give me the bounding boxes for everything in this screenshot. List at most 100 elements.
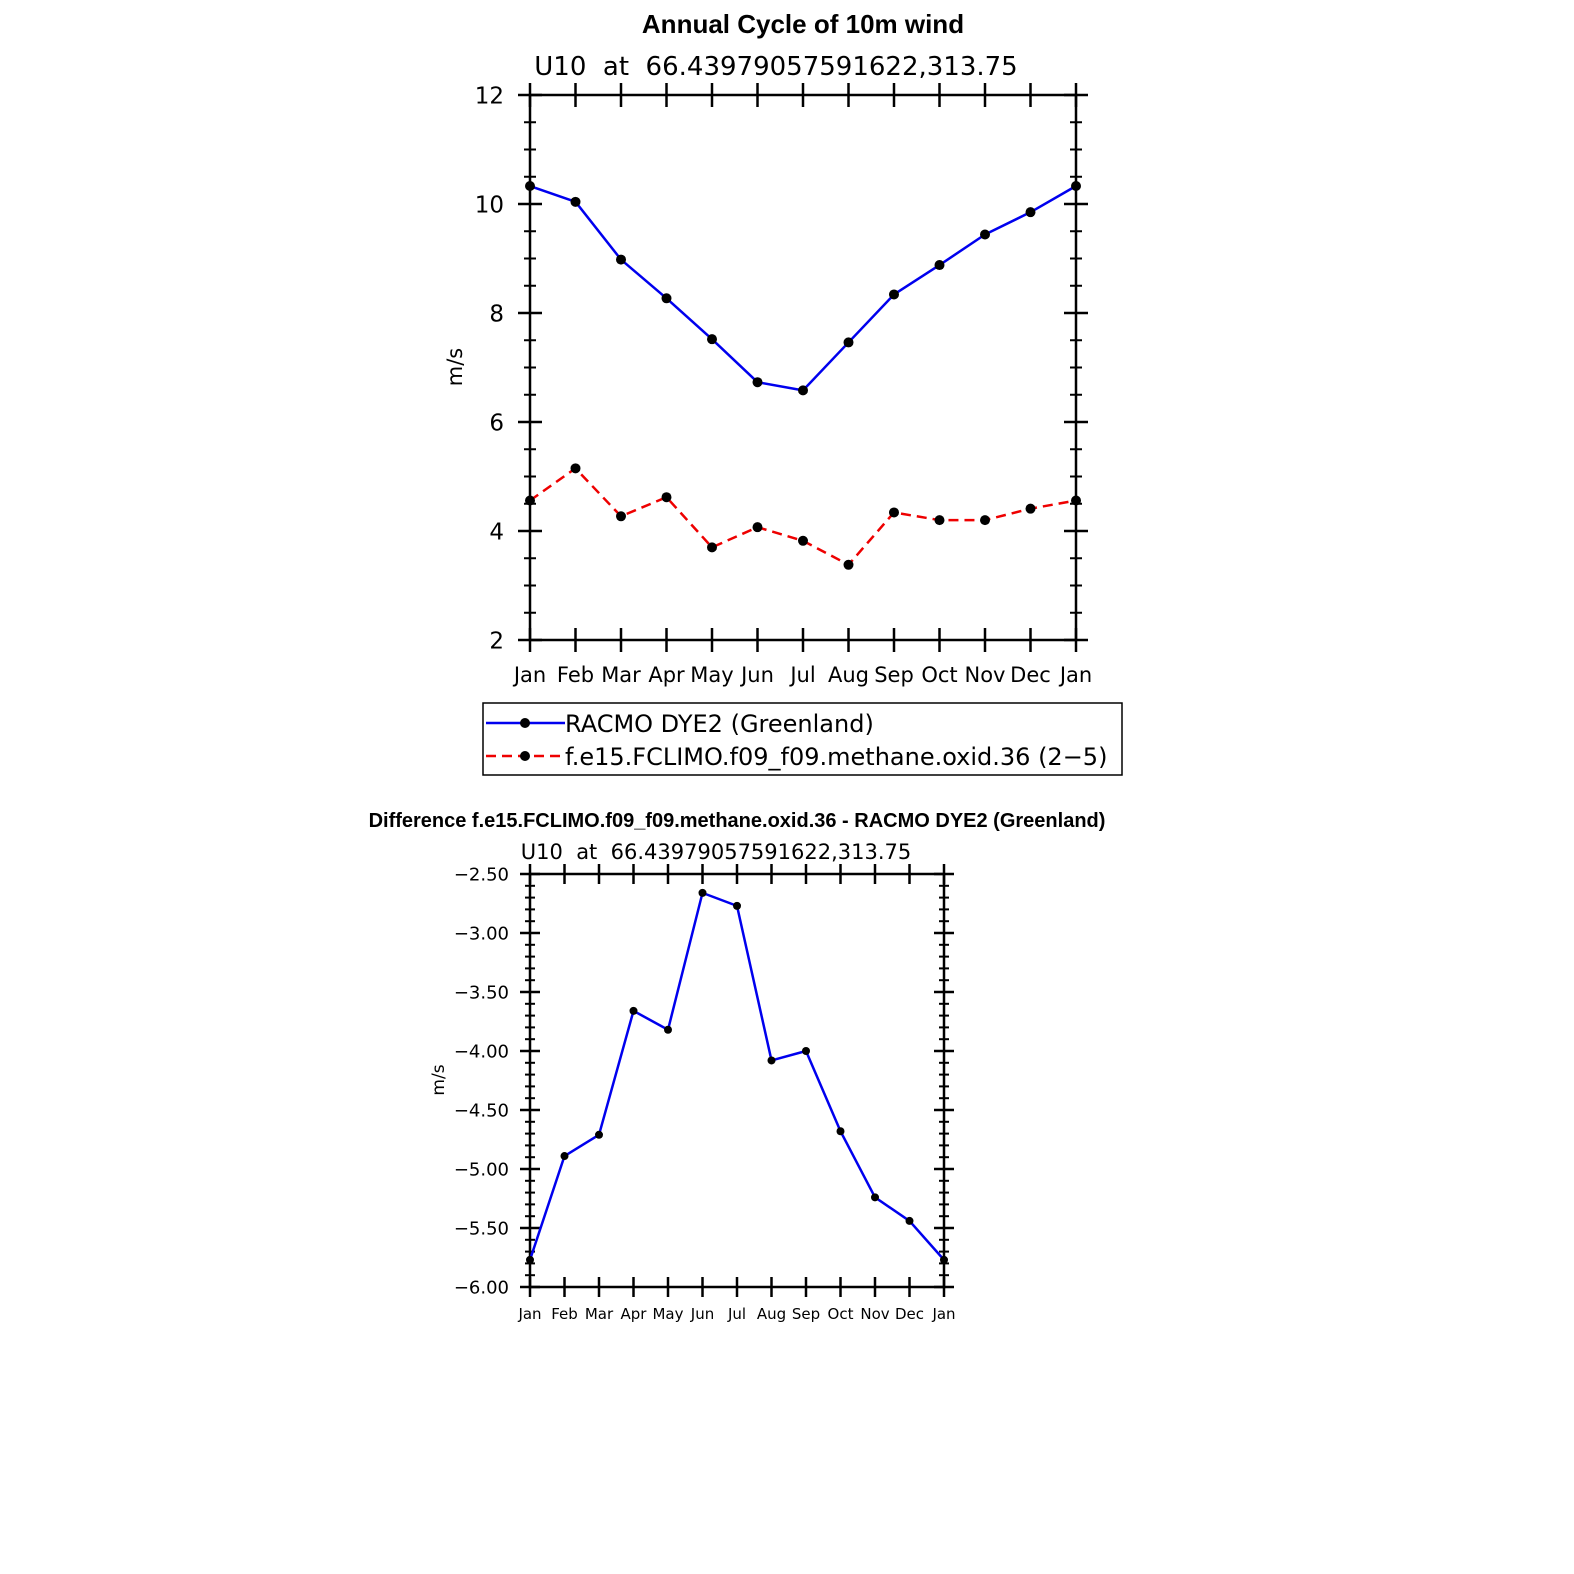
x-tick-label: Mar [601,663,641,687]
y-axis-label-difference: m/s [429,1064,449,1095]
y-tick-label: −5.50 [454,1218,509,1239]
x-tick-label: Jun [739,663,774,687]
axes-frame [518,83,1088,652]
x-tick-label: Apr [621,1305,648,1323]
data-point [616,511,626,522]
data-point [570,463,581,474]
y-tick-label: −6.00 [454,1277,509,1298]
x-tick-label: Oct [921,663,957,687]
data-point [752,522,763,533]
axes-frame-difference [520,864,954,1297]
series-group [525,181,1081,570]
data-point [889,289,899,300]
data-point [934,260,945,271]
data-point [661,293,672,304]
y-axis-label: m/s [443,348,467,386]
data-point [1025,503,1036,514]
data-point [1071,181,1081,192]
data-point [802,1047,810,1055]
data-point [570,196,581,207]
chart-subtitle-difference: U10 at 66.43979057591622,313.75 [521,840,912,864]
legend-label-model: f.e15.FCLIMO.f09_f09.methane.oxid.36 (2−… [565,743,1107,771]
x-tick-label: Feb [557,663,594,687]
data-point [752,377,763,388]
chart-title: Annual Cycle of 10m wind [642,9,964,39]
y-tick-label: −2.50 [454,864,509,885]
x-tick-label: Aug [828,663,869,687]
y-tick-label: 2 [489,628,504,654]
y-tick-label: 10 [475,192,504,218]
x-tick-label: Mar [585,1305,614,1323]
legend-box [482,702,1123,776]
annual-cycle-chart: Annual Cycle of 10m wind U10 at 66.43979… [443,9,1123,776]
data-point [798,385,808,396]
x-tick-label: Dec [895,1305,924,1323]
legend-label-racmo: RACMO DYE2 (Greenland) [565,710,874,738]
x-tick-label: Jul [727,1305,746,1323]
x-tick-label: May [690,663,733,687]
x-tick-label: Oct [828,1305,854,1323]
data-point [526,1255,534,1264]
legend: RACMO DYE2 (Greenland) f.e15.FCLIMO.f09_… [482,702,1123,776]
y-tick-label: −5.00 [454,1159,509,1180]
data-point [1025,207,1036,218]
data-point [940,1255,948,1264]
data-point [616,254,626,265]
data-point [733,901,741,910]
x-tick-label: May [652,1305,683,1323]
x-tick-label: Dec [1010,663,1051,687]
y-tick-labels-difference: −6.00 −5.50 −5.00 −4.50 −4.00 −3.50 −3.00 −2.50 [454,864,509,1298]
x-tick-label: Jan [517,1305,541,1323]
x-tick-label: Jun [690,1305,714,1323]
data-point [843,337,854,348]
x-tick-label: Sep [874,663,914,687]
data-point [980,515,990,526]
x-tick-labels: Jan Feb Mar Apr May Jun Jul Aug Sep Oct Nov Dec Jan [512,663,1092,687]
data-point [905,1216,914,1225]
chart-title-difference: Difference f.e15.FCLIMO.f09_f09.methane.… [369,810,1106,832]
x-tick-labels-difference: Jan Feb Mar Apr May Jun Jul Aug Sep Oct Nov Dec Jan [517,1305,955,1323]
data-point [798,535,808,546]
series-group-difference [526,888,948,1264]
legend-marker-racmo [520,718,530,728]
data-point [1071,495,1081,506]
data-point [980,229,990,240]
data-point [525,495,535,506]
data-point [560,1152,569,1161]
y-tick-label: −4.50 [454,1100,509,1121]
data-point [698,888,707,897]
x-tick-label: Feb [551,1305,578,1323]
data-point [629,1006,638,1015]
x-tick-label: Jan [512,663,546,687]
data-point [843,559,854,570]
x-tick-label: Nov [860,1305,889,1323]
data-point [871,1193,879,1202]
legend-marker-model [520,751,530,761]
x-tick-label: Jan [931,1305,955,1323]
x-tick-label: Jul [788,663,815,687]
y-tick-label: −3.50 [454,982,509,1003]
difference-chart: Difference f.e15.FCLIMO.f09_f09.methane.… [369,810,1106,1323]
data-point [664,1025,672,1034]
data-point [661,492,672,503]
data-point [889,507,899,518]
x-tick-label: Nov [965,663,1006,687]
y-tick-label: −3.00 [454,923,509,944]
data-point [525,181,535,192]
data-point [707,542,717,553]
data-point [767,1056,776,1065]
x-tick-label: Sep [792,1305,820,1323]
data-point [836,1127,845,1136]
chart-subtitle: U10 at 66.43979057591622,313.75 [534,52,1017,82]
y-tick-label: 4 [489,519,504,545]
x-tick-label: Jan [1058,663,1092,687]
x-tick-label: Apr [648,663,685,687]
data-point [595,1130,603,1139]
data-point [707,334,717,345]
y-tick-label: 12 [475,83,504,109]
x-tick-label: Aug [757,1305,786,1323]
data-point [934,515,945,526]
y-tick-label: 6 [489,410,504,436]
y-tick-label: −4.00 [454,1041,509,1062]
y-tick-labels: 2 4 6 8 10 12 [475,83,504,654]
